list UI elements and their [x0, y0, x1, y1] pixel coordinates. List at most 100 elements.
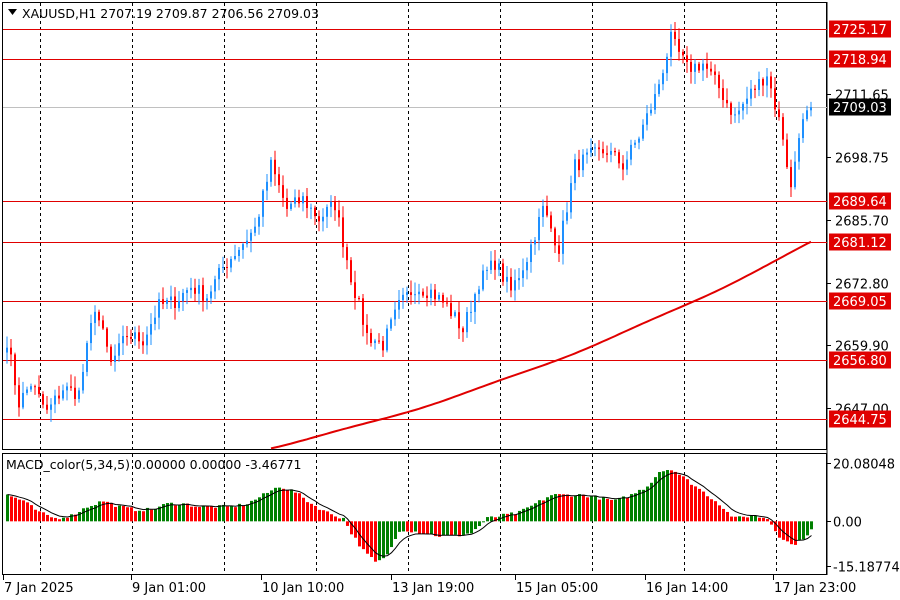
moving-average-line: [270, 240, 812, 450]
candle-body: [726, 99, 728, 104]
candlestick: [658, 79, 660, 97]
candle-body: [810, 107, 812, 111]
level-tag-label: 2689.64: [833, 195, 887, 210]
macd-histogram-bar: [582, 494, 585, 522]
candle-body: [378, 340, 380, 342]
candle-body: [550, 215, 552, 229]
candle-body: [590, 148, 592, 153]
candle-body: [126, 336, 128, 338]
candle-body: [618, 152, 620, 164]
candlestick: [302, 192, 304, 212]
candlestick: [474, 292, 476, 324]
macd-histogram-bar: [706, 496, 709, 522]
candle-body: [390, 319, 392, 329]
macd-histogram-bar: [194, 506, 197, 522]
macd-histogram-bar: [26, 502, 29, 522]
candle-body: [190, 287, 192, 291]
candle-body: [238, 249, 240, 257]
candle-body: [738, 110, 740, 115]
candlestick: [746, 86, 748, 115]
candle-body: [414, 294, 416, 296]
candlestick: [366, 314, 368, 345]
macd-histogram-bar: [378, 521, 381, 561]
candlestick: [74, 376, 76, 406]
macd-histogram-bar: [94, 505, 97, 522]
candle-body: [694, 63, 696, 72]
candlestick: [518, 267, 520, 290]
candlestick: [782, 113, 784, 146]
macd-histogram-bar: [390, 521, 393, 548]
macd-histogram-bar: [794, 521, 797, 545]
candlestick: [542, 199, 544, 227]
candle-body: [346, 247, 348, 261]
candle-body: [558, 245, 560, 254]
candlestick: [422, 288, 424, 298]
macd-histogram-bar: [690, 484, 693, 522]
candle-body: [398, 300, 400, 310]
macd-histogram-bar: [262, 493, 265, 522]
candlestick: [562, 210, 564, 265]
candlestick: [270, 156, 272, 187]
candlestick: [226, 258, 228, 279]
candlestick: [494, 250, 496, 280]
candle-body: [174, 296, 176, 308]
candlestick: [86, 340, 88, 377]
macd-histogram-bar: [766, 519, 769, 522]
candlestick: [254, 217, 256, 237]
candlestick: [678, 28, 680, 61]
candle-body: [778, 109, 780, 118]
candle-body: [38, 386, 40, 395]
candlestick: [326, 204, 328, 229]
candle-body: [662, 73, 664, 85]
macd-histogram-bar: [318, 509, 321, 522]
macd-histogram-bar: [90, 506, 93, 522]
macd-histogram-bar: [702, 491, 705, 522]
macd-histogram-bar: [562, 494, 565, 522]
chart-menu-triangle-icon[interactable]: [8, 9, 17, 15]
candlestick: [294, 189, 296, 208]
candle-body: [666, 56, 668, 74]
candle-body: [366, 324, 368, 334]
candle-body: [538, 216, 540, 241]
candlestick: [50, 398, 52, 422]
candle-body: [494, 260, 496, 270]
candlestick: [62, 384, 64, 401]
macd-histogram-bar: [606, 498, 609, 522]
candle-body: [178, 301, 180, 308]
candlestick: [478, 285, 480, 303]
candle-body: [362, 298, 364, 325]
level-tag-bg: [829, 192, 891, 210]
macd-histogram-bar: [410, 521, 413, 533]
candlestick: [394, 301, 396, 326]
candle-body: [242, 244, 244, 250]
candle-body: [566, 212, 568, 221]
candle-body: [622, 163, 624, 170]
macd-histogram-bar: [402, 521, 405, 532]
candlestick: [306, 187, 308, 219]
candle-body: [142, 341, 144, 346]
candlestick: [330, 195, 332, 218]
candlestick: [526, 257, 528, 280]
macd-histogram-bar: [662, 471, 665, 522]
candle-body: [438, 294, 440, 300]
candlestick: [158, 292, 160, 330]
macd-histogram-bar: [518, 510, 521, 522]
candlestick: [742, 101, 744, 120]
macd-histogram-bar: [362, 521, 365, 550]
candlestick: [334, 195, 336, 221]
candlestick: [174, 287, 176, 320]
candle-body: [470, 311, 472, 313]
candlestick: [10, 338, 12, 367]
candle-body: [630, 144, 632, 160]
macd-tick-label: -15.18774: [833, 561, 900, 576]
macd-histogram-bar: [450, 521, 453, 536]
candle-body: [46, 404, 48, 410]
candle-body: [182, 292, 184, 302]
price-tick-label: 2698.75: [835, 152, 889, 167]
candle-body: [578, 159, 580, 171]
current-price-tag-label: 2709.03: [833, 101, 887, 116]
candlestick: [802, 113, 804, 143]
candle-body: [526, 262, 528, 271]
candlestick: [38, 375, 40, 398]
